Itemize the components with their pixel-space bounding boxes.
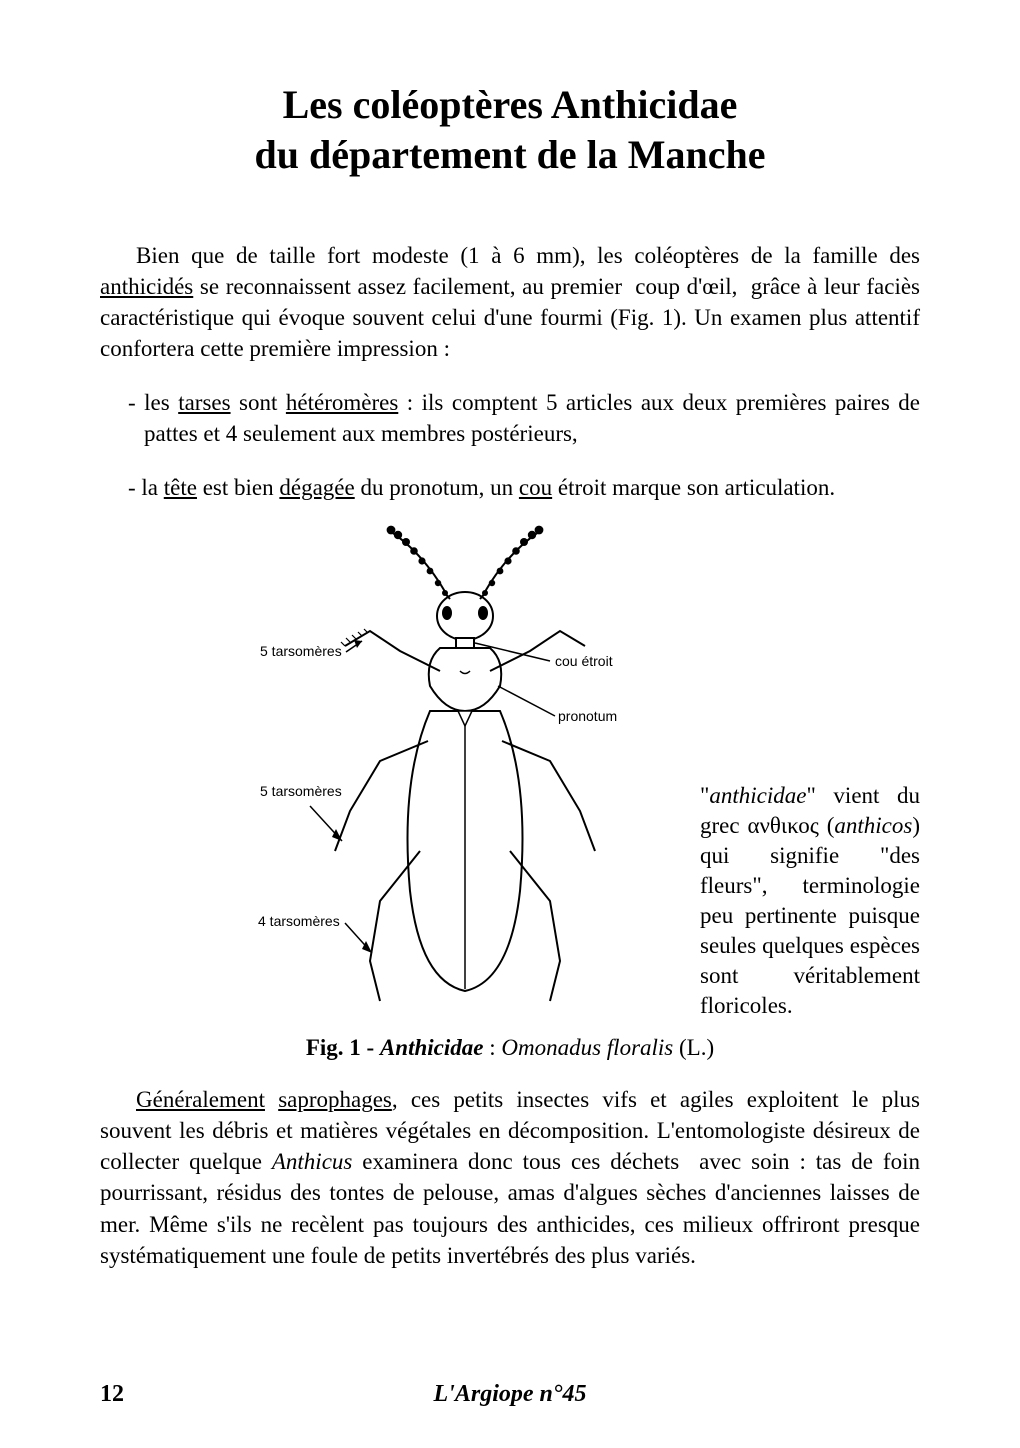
page: Les coléoptères Anthicidae du départemen… [0,0,1020,1448]
intro-paragraph: Bien que de taille fort modeste (1 à 6 m… [100,240,920,364]
bullet-1: - les tarses sont hétéromères : ils comp… [144,387,920,449]
bullet-2: - la tête est bien dégagée du pronotum, … [144,472,920,503]
caption-prefix: Fig. 1 - [306,1035,380,1060]
label-tarso4: 4 tarsomères [258,913,340,929]
caption-sep: : [483,1035,501,1060]
caption-family: Anthicidae [380,1035,484,1060]
page-number: 12 [100,1381,124,1408]
caption-suffix: (L.) [673,1035,714,1060]
page-footer: 12 L'Argiope n°45 [100,1381,920,1408]
article-title: Les coléoptères Anthicidae du départemen… [100,80,920,180]
label-tarso5a: 5 tarsomères [260,643,342,659]
label-cou: cou étroit [555,653,613,669]
etymology-note: "anthicidae" vient du grec ανθικος (anth… [700,781,920,1020]
label-pronotum: pronotum [558,708,617,724]
figure-area: 5 tarsomères cou étroit pronotum 5 tarso… [100,521,920,1031]
paragraph-2: Généralement saprophages, ces petits ins… [100,1084,920,1270]
journal-name: L'Argiope n°45 [434,1381,587,1408]
figure-caption: Fig. 1 - Anthicidae : Omonadus floralis … [100,1035,920,1061]
beetle-diagram: 5 tarsomères cou étroit pronotum 5 tarso… [250,521,670,1021]
label-tarso5b: 5 tarsomères [260,783,342,799]
caption-species: Omonadus floralis [501,1035,673,1060]
title-line-1: Les coléoptères Anthicidae [283,82,738,127]
title-line-2: du département de la Manche [254,132,765,177]
